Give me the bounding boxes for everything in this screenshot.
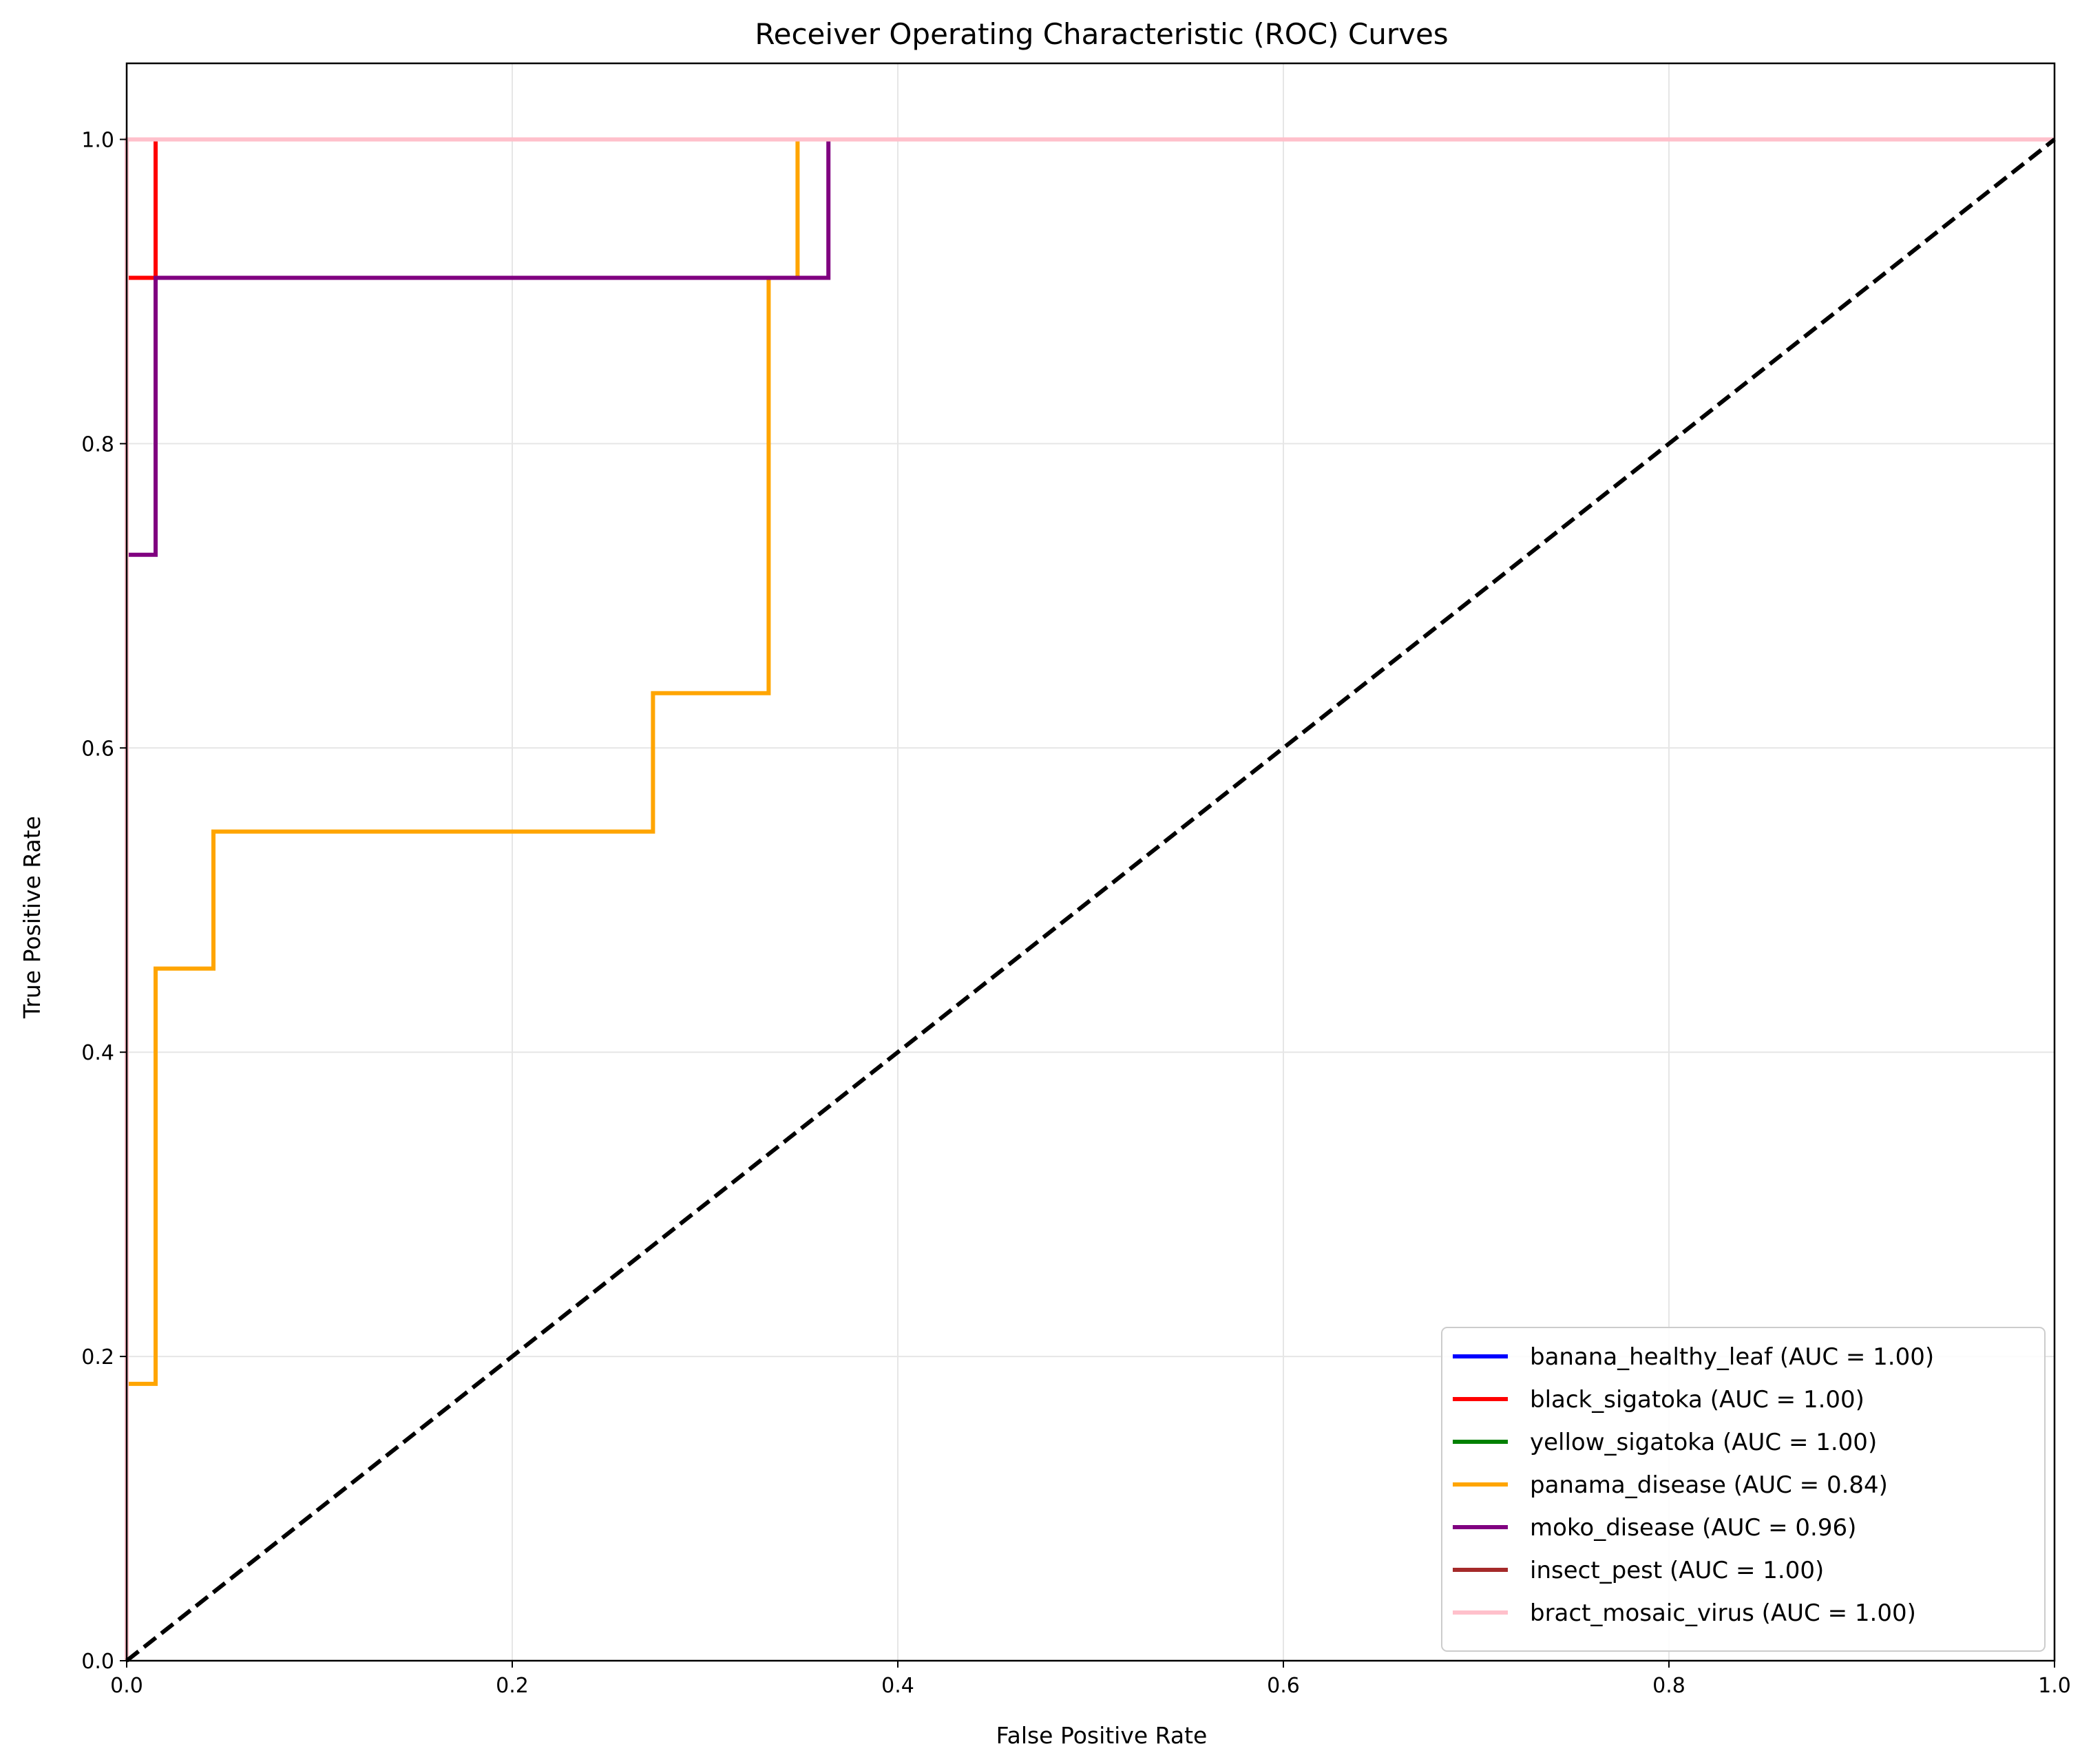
y-tick-label: 1.0 [81,128,114,152]
y-axis-label: True Positive Rate [19,816,45,1019]
x-axis-label: False Positive Rate [996,1722,1208,1749]
x-axis-ticks: 0.0 0.2 0.4 0.6 0.8 1.0 [110,1661,2071,1698]
legend-entry-label: banana_healthy_leaf (AUC = 1.00) [1530,1343,1934,1371]
x-tick-label: 0.4 [881,1674,914,1698]
y-axis-ticks: 0.0 0.2 0.4 0.6 0.8 1.0 [81,128,127,1674]
legend-entry-label: bract_mosaic_virus (AUC = 1.00) [1530,1599,1916,1627]
y-tick-label: 0.6 [81,737,114,761]
x-tick-label: 0.6 [1267,1674,1300,1698]
grid [126,63,2055,1661]
x-tick-label: 1.0 [2038,1674,2071,1698]
legend-entry-label: moko_disease (AUC = 0.96) [1530,1514,1856,1542]
legend-box [1441,1327,2046,1652]
x-tick-label: 0.8 [1652,1674,1685,1698]
legend: banana_healthy_leaf (AUC = 1.00) black_si… [1441,1327,2046,1652]
legend-entry-label: yellow_sigatoka (AUC = 1.00) [1530,1429,1877,1456]
x-tick-label: 0.2 [496,1674,529,1698]
x-tick-label: 0.0 [110,1674,143,1698]
legend-entry-label: black_sigatoka (AUC = 1.00) [1530,1386,1864,1414]
y-tick-label: 0.8 [81,432,114,456]
legend-entry-label: panama_disease (AUC = 0.84) [1530,1471,1888,1499]
y-tick-label: 0.2 [81,1345,114,1369]
chart-title: Receiver Operating Characteristic (ROC) … [755,17,1448,51]
legend-entry-label: insect_pest (AUC = 1.00) [1530,1557,1824,1584]
y-tick-label: 0.0 [81,1650,114,1674]
y-tick-label: 0.4 [81,1041,114,1065]
plot-frame [125,62,2056,1662]
chance-diagonal-line [125,138,2056,1663]
axes [125,62,2056,1662]
